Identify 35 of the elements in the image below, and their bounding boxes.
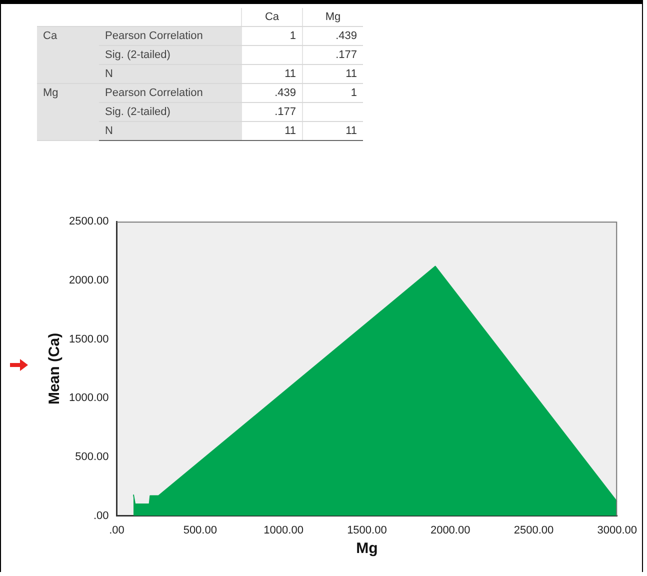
x-tick-label: 2000.00 — [430, 524, 470, 536]
text: .439 — [302, 26, 363, 46]
text: 1 — [302, 84, 363, 102]
text: Ca — [242, 8, 302, 26]
text: Mg — [302, 8, 363, 26]
text: 11 — [302, 64, 363, 84]
x-axis-title: Mg — [356, 540, 378, 558]
text: N — [99, 122, 242, 140]
x-tick-label: 1500.00 — [347, 524, 387, 536]
y-tick-label: 1000.00 — [68, 392, 109, 404]
text: 11 — [302, 122, 363, 140]
text: Pearson Correlation — [99, 84, 242, 102]
text: Mg — [37, 84, 99, 140]
text: .439 — [242, 84, 302, 102]
text: .177 — [302, 46, 363, 64]
x-tick-label: 3000.00 — [597, 524, 637, 536]
y-tick-label: 2500.00 — [68, 216, 109, 228]
text: N — [99, 64, 242, 84]
y-axis-title: Mean (Ca) — [46, 332, 64, 405]
text: Pearson Correlation — [99, 26, 242, 46]
x-tick-label: 1000.00 — [264, 524, 304, 536]
text: .177 — [242, 102, 302, 122]
text: 11 — [242, 64, 302, 84]
y-tick-label: .00 — [93, 510, 109, 522]
x-tick-label: .00 — [109, 524, 124, 536]
text: Ca — [37, 26, 99, 84]
text: 11 — [242, 122, 302, 140]
x-tick-label: 500.00 — [183, 524, 217, 536]
text: Sig. (2-tailed) — [99, 46, 242, 64]
x-tick-label: 2500.00 — [514, 524, 554, 536]
y-tick-label: 1500.00 — [68, 333, 109, 346]
y-tick-label: 500.00 — [75, 450, 109, 463]
text: Sig. (2-tailed) — [99, 102, 242, 122]
text: 1 — [242, 26, 302, 46]
y-tick-label: 2000.00 — [68, 274, 109, 286]
